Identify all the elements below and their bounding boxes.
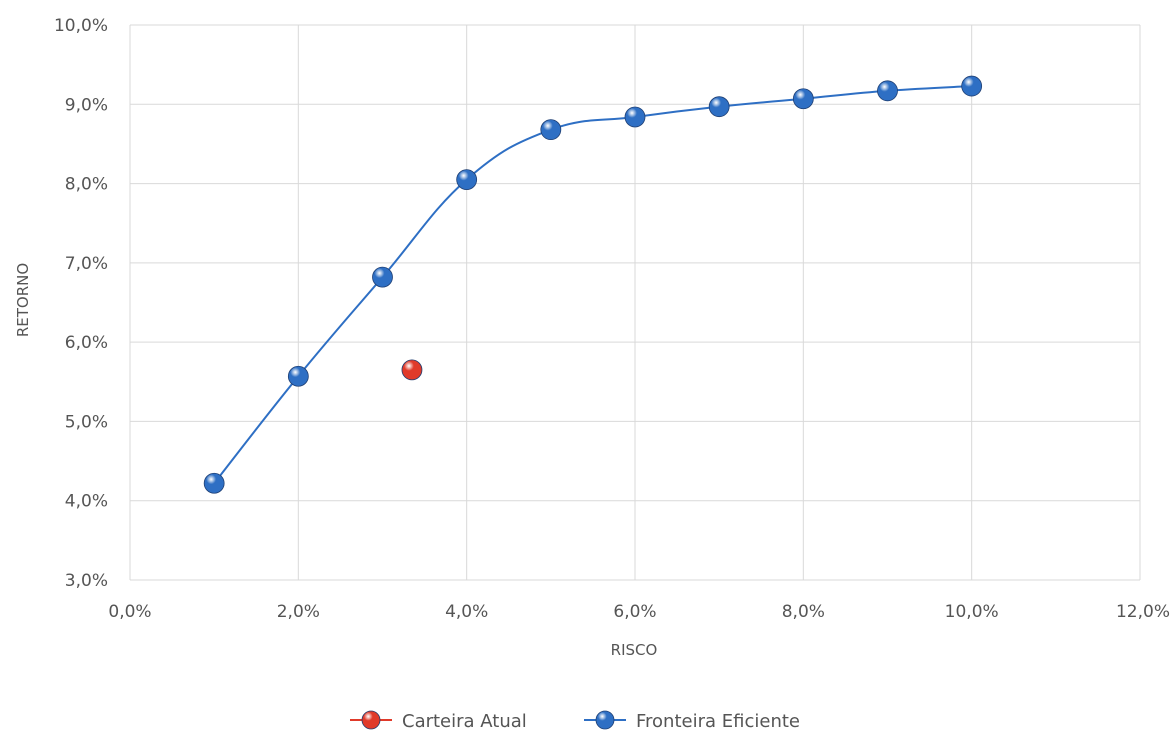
x-tick-label: 2,0% bbox=[277, 602, 320, 622]
legend-label-carteira-atual: Carteira Atual bbox=[402, 711, 527, 731]
x-axis-title: RISCO bbox=[611, 641, 658, 659]
data-point-series-1[interactable] bbox=[708, 96, 730, 118]
x-tick-label: 8,0% bbox=[782, 602, 825, 622]
series-layer bbox=[203, 75, 983, 494]
data-point-series-1[interactable] bbox=[961, 75, 983, 97]
data-point-series-1[interactable] bbox=[456, 169, 478, 191]
legend-marker-carteira-atual bbox=[361, 710, 381, 730]
legend-marker-fronteira-eficiente bbox=[595, 710, 615, 730]
data-point-series-1[interactable] bbox=[203, 472, 225, 494]
x-tick-label: 10,0% bbox=[945, 602, 999, 622]
data-point-series-1[interactable] bbox=[540, 119, 562, 141]
y-axis-title: RETORNO bbox=[14, 263, 32, 337]
y-tick-label: 10,0% bbox=[54, 16, 108, 36]
data-point-series-1[interactable] bbox=[877, 80, 898, 102]
data-point-series-0[interactable] bbox=[401, 359, 423, 381]
y-tick-label: 3,0% bbox=[65, 571, 108, 591]
y-axis-ticks: 3,0% 4,0% 5,0% 6,0% 7,0% 8,0% 9,0% 10,0% bbox=[54, 16, 108, 591]
data-point-series-1[interactable] bbox=[287, 365, 309, 387]
x-tick-label: 4,0% bbox=[445, 602, 488, 622]
y-tick-label: 8,0% bbox=[65, 175, 108, 195]
x-tick-label: 12,0% bbox=[1116, 602, 1170, 622]
y-tick-label: 5,0% bbox=[65, 412, 108, 432]
series-line-1 bbox=[213, 85, 972, 484]
legend: Carteira Atual Fronteira Eficiente bbox=[350, 710, 800, 731]
data-point-series-1[interactable] bbox=[372, 266, 393, 288]
data-point-series-1[interactable] bbox=[792, 88, 814, 110]
legend-item-carteira-atual[interactable]: Carteira Atual bbox=[350, 710, 527, 731]
x-tick-label: 6,0% bbox=[613, 602, 656, 622]
y-tick-label: 6,0% bbox=[65, 333, 108, 353]
x-tick-label: 0,0% bbox=[108, 602, 151, 622]
y-tick-label: 7,0% bbox=[65, 254, 108, 274]
legend-label-fronteira-eficiente: Fronteira Eficiente bbox=[636, 711, 800, 731]
data-point-series-1[interactable] bbox=[624, 106, 646, 128]
y-tick-label: 9,0% bbox=[65, 95, 108, 115]
legend-item-fronteira-eficiente[interactable]: Fronteira Eficiente bbox=[584, 710, 800, 731]
y-tick-label: 4,0% bbox=[65, 492, 108, 512]
x-axis-ticks: 0,0% 2,0% 4,0% 6,0% 8,0% 10,0% 12,0% bbox=[108, 602, 1170, 622]
